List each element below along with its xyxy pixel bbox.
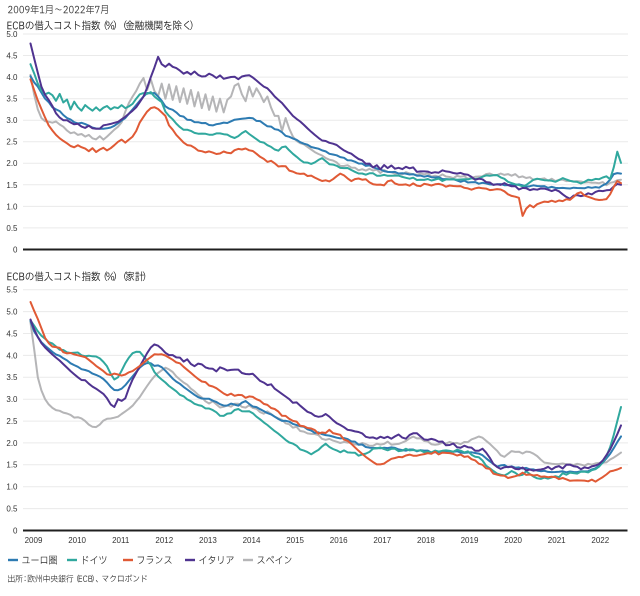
svg-text:2018: 2018 [417, 536, 435, 545]
svg-text:4.0: 4.0 [6, 351, 18, 360]
svg-text:2017: 2017 [373, 536, 391, 545]
svg-text:5.5: 5.5 [6, 286, 18, 295]
svg-text:2014: 2014 [243, 536, 261, 545]
svg-text:2012: 2012 [155, 536, 173, 545]
svg-text:1.0: 1.0 [6, 202, 18, 211]
svg-text:4.5: 4.5 [6, 329, 18, 338]
svg-text:3.0: 3.0 [6, 116, 18, 125]
svg-text:3.5: 3.5 [6, 95, 18, 104]
svg-text:0.5: 0.5 [6, 505, 18, 514]
svg-text:1.5: 1.5 [6, 181, 18, 190]
svg-text:1.5: 1.5 [6, 461, 18, 470]
svg-text:2020: 2020 [504, 536, 522, 545]
svg-text:0.5: 0.5 [6, 224, 18, 233]
svg-text:2009: 2009 [25, 536, 43, 545]
svg-text:2.5: 2.5 [6, 138, 18, 147]
svg-text:1.0: 1.0 [6, 483, 18, 492]
svg-text:2021: 2021 [548, 536, 566, 545]
svg-text:2.0: 2.0 [6, 439, 18, 448]
svg-text:2.5: 2.5 [6, 417, 18, 426]
svg-text:3.0: 3.0 [6, 395, 18, 404]
svg-text:5.0: 5.0 [6, 308, 18, 317]
svg-text:2.0: 2.0 [6, 159, 18, 168]
svg-text:4.5: 4.5 [6, 51, 18, 60]
svg-text:2013: 2013 [199, 536, 217, 545]
svg-text:2015: 2015 [286, 536, 304, 545]
svg-text:2016: 2016 [330, 536, 348, 545]
svg-text:2010: 2010 [68, 536, 86, 545]
svg-text:5.0: 5.0 [6, 30, 18, 39]
svg-text:0: 0 [13, 245, 18, 254]
svg-text:0: 0 [13, 526, 18, 535]
svg-text:4.0: 4.0 [6, 73, 18, 82]
svg-text:2022: 2022 [591, 536, 609, 545]
svg-text:2011: 2011 [112, 536, 130, 545]
svg-text:3.5: 3.5 [6, 373, 18, 382]
svg-text:2019: 2019 [461, 536, 479, 545]
